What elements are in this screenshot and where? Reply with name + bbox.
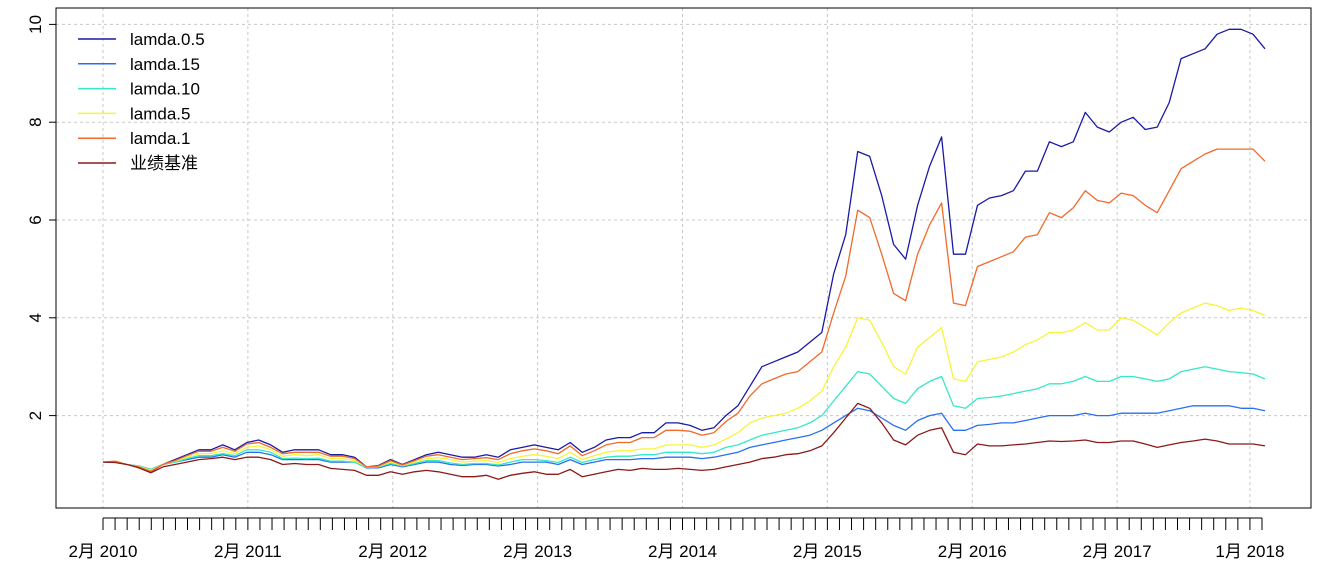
y-tick-label: 6	[26, 215, 45, 224]
y-tick-label: 10	[26, 15, 45, 34]
series-line-1	[103, 405, 1266, 471]
x-tick-label: 2月 2016	[938, 542, 1007, 561]
grid-layer	[56, 8, 1311, 508]
x-tick-label: 2月 2010	[69, 542, 138, 561]
legend-label: 业绩基准	[130, 154, 198, 173]
legend-label: lamda.15	[130, 55, 200, 74]
x-tick-label: 2月 2014	[648, 542, 717, 561]
plot-frame	[55, 7, 1312, 509]
axis-layer: 2 4 6 8 10 2月 2010 2月 2011 2月 2012 2月 2013 2月 201…	[26, 15, 1284, 561]
legend-label: lamda.1	[130, 129, 190, 148]
y-tick-label: 2	[26, 411, 45, 420]
series-line-0	[102, 28, 1266, 473]
x-tick-label: 2月 2017	[1083, 542, 1152, 561]
x-tick-label: 2月 2015	[793, 542, 862, 561]
y-tick-label: 8	[26, 117, 45, 126]
x-tick-label: 2月 2011	[214, 542, 282, 561]
series-line-5	[102, 402, 1266, 480]
x-tick-label: 1月 2018	[1215, 542, 1284, 561]
legend-label: lamda.5	[130, 104, 190, 123]
legend-label: lamda.0.5	[130, 30, 205, 49]
x-tick-label: 2月 2012	[358, 542, 427, 561]
y-tick-label: 4	[26, 313, 45, 322]
x-tick-label: 2月 2013	[503, 542, 572, 561]
legend: lamda.0.5 lamda.15 lamda.10 lamda.5 lamda.1 业…	[78, 30, 205, 173]
series-layer	[102, 28, 1266, 480]
series-line-2	[103, 366, 1266, 471]
series-line-4	[102, 148, 1266, 472]
legend-label: lamda.10	[130, 80, 200, 99]
series-line-3	[102, 302, 1266, 472]
